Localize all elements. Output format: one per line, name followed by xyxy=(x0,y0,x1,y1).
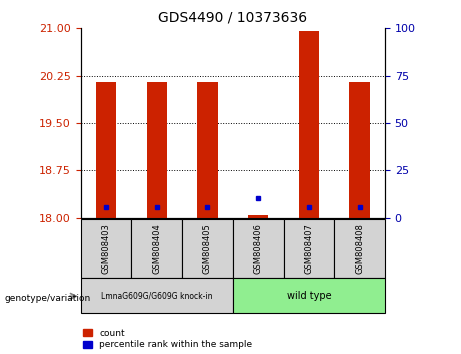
Text: GSM808404: GSM808404 xyxy=(152,223,161,274)
Bar xyxy=(147,82,167,218)
Text: genotype/variation: genotype/variation xyxy=(5,293,91,303)
Bar xyxy=(299,32,319,218)
Text: GSM808408: GSM808408 xyxy=(355,223,364,274)
FancyBboxPatch shape xyxy=(182,219,233,278)
FancyBboxPatch shape xyxy=(284,219,334,278)
Legend: count, percentile rank within the sample: count, percentile rank within the sample xyxy=(83,329,252,349)
Text: GSM808403: GSM808403 xyxy=(101,223,111,274)
Text: LmnaG609G/G609G knock-in: LmnaG609G/G609G knock-in xyxy=(101,291,213,300)
Bar xyxy=(349,82,370,218)
Bar xyxy=(197,82,218,218)
Text: GSM808405: GSM808405 xyxy=(203,223,212,274)
Bar xyxy=(96,82,116,218)
Title: GDS4490 / 10373636: GDS4490 / 10373636 xyxy=(158,10,307,24)
FancyBboxPatch shape xyxy=(81,219,131,278)
Text: wild type: wild type xyxy=(287,291,331,301)
Text: GSM808407: GSM808407 xyxy=(304,223,313,274)
FancyBboxPatch shape xyxy=(81,278,233,313)
FancyBboxPatch shape xyxy=(334,219,385,278)
Text: GSM808406: GSM808406 xyxy=(254,223,263,274)
FancyBboxPatch shape xyxy=(233,278,385,313)
Bar xyxy=(248,215,268,218)
FancyBboxPatch shape xyxy=(131,219,182,278)
FancyBboxPatch shape xyxy=(233,219,284,278)
